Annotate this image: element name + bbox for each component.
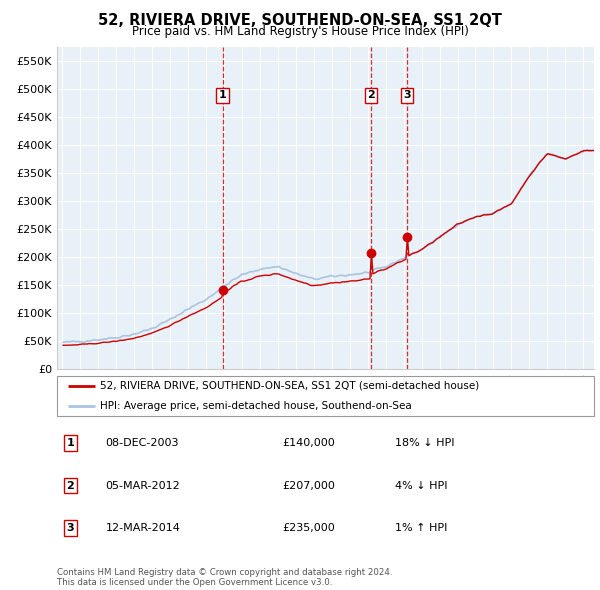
Text: £140,000: £140,000	[283, 438, 335, 448]
FancyBboxPatch shape	[57, 376, 594, 416]
Text: 4% ↓ HPI: 4% ↓ HPI	[395, 481, 448, 490]
Text: Price paid vs. HM Land Registry's House Price Index (HPI): Price paid vs. HM Land Registry's House …	[131, 25, 469, 38]
Text: 1: 1	[219, 90, 226, 100]
Text: 2: 2	[367, 90, 374, 100]
Text: 52, RIVIERA DRIVE, SOUTHEND-ON-SEA, SS1 2QT: 52, RIVIERA DRIVE, SOUTHEND-ON-SEA, SS1 …	[98, 13, 502, 28]
Text: 3: 3	[403, 90, 411, 100]
Text: 1% ↑ HPI: 1% ↑ HPI	[395, 523, 448, 533]
Text: 12-MAR-2014: 12-MAR-2014	[106, 523, 180, 533]
Text: 08-DEC-2003: 08-DEC-2003	[106, 438, 179, 448]
Text: 52, RIVIERA DRIVE, SOUTHEND-ON-SEA, SS1 2QT (semi-detached house): 52, RIVIERA DRIVE, SOUTHEND-ON-SEA, SS1 …	[100, 381, 479, 391]
Text: £235,000: £235,000	[283, 523, 335, 533]
Text: 18% ↓ HPI: 18% ↓ HPI	[395, 438, 455, 448]
Text: £207,000: £207,000	[283, 481, 335, 490]
Text: 2: 2	[67, 481, 74, 490]
Text: HPI: Average price, semi-detached house, Southend-on-Sea: HPI: Average price, semi-detached house,…	[100, 401, 412, 411]
Text: Contains HM Land Registry data © Crown copyright and database right 2024.
This d: Contains HM Land Registry data © Crown c…	[57, 568, 392, 587]
Text: 1: 1	[67, 438, 74, 448]
Text: 05-MAR-2012: 05-MAR-2012	[106, 481, 180, 490]
Text: 3: 3	[67, 523, 74, 533]
